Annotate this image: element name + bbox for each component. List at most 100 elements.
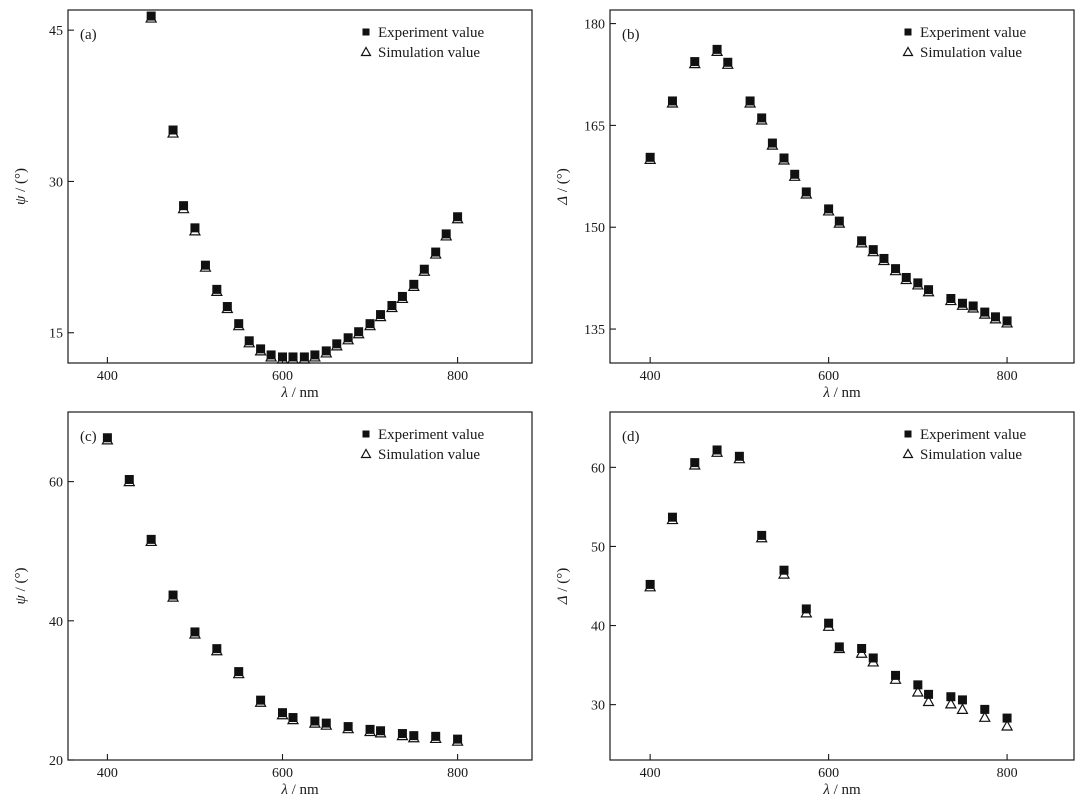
- chart-d-simulation-point: [956, 703, 969, 714]
- chart-b: 400 600 800 135 150 165 180 λ / nm Δ / (°) (b) Exp…: [555, 9, 1075, 401]
- chart-d-experiment-point: [834, 642, 844, 652]
- chart-a-panel-label: (a): [80, 27, 97, 43]
- chart-c-experiment-point: [168, 590, 178, 600]
- chart-b-experiment-point: [801, 187, 811, 197]
- chart-a-experiment-point: [354, 327, 364, 337]
- chart-a-experiment-point: [234, 319, 244, 329]
- chart-b-experiment-point: [767, 138, 777, 148]
- chart-d-simulation-point: [711, 446, 724, 457]
- chart-b-simulation-point: [978, 307, 991, 319]
- chart-b-simulation-point: [867, 245, 880, 257]
- chart-a-simulation-point: [254, 344, 267, 356]
- chart-d-experiment-point: [757, 530, 767, 540]
- chart-d-legend-marker-simulation: [902, 448, 914, 459]
- chart-a-y-axis-unit: / (°): [13, 168, 29, 196]
- chart-b-simulation-point: [911, 278, 924, 290]
- chart-a-experiment-point: [222, 302, 232, 312]
- chart-a-simulation-point: [407, 280, 420, 291]
- chart-c-experiment-point: [365, 724, 375, 734]
- chart-a-experiment-point: [244, 336, 254, 346]
- chart-b-series-experiment: [645, 44, 1012, 326]
- chart-d-x-tick-label: 400: [640, 766, 661, 781]
- chart-a-experiment-point: [310, 350, 320, 360]
- chart-d: 400 600 800 30 40 50 60 λ / nm Δ / (°) (d) Experim…: [555, 411, 1075, 798]
- chart-b-legend-label-experiment: Experiment value: [920, 25, 1027, 41]
- chart-c-series-simulation: [101, 433, 464, 746]
- chart-b-simulation-point: [1001, 316, 1014, 328]
- chart-c-y-tick-label: 40: [49, 615, 63, 630]
- chart-d-x-axis-unit: / nm: [830, 782, 861, 798]
- chart-a-y-axis-variable: ψ: [13, 195, 29, 205]
- chart-c-experiment-point: [409, 731, 419, 741]
- chart-a-y-axis-label: ψ / (°): [13, 168, 29, 205]
- chart-b-simulation-point: [744, 96, 757, 108]
- chart-a-y-tick-label: 15: [49, 327, 63, 342]
- chart-b-simulation-point: [855, 236, 868, 248]
- chart-a-legend-label-simulation: Simulation value: [378, 45, 480, 61]
- chart-d-x-axis-variable: λ: [822, 782, 830, 798]
- chart-b-y-tick-label: 150: [584, 221, 605, 236]
- chart-a-simulation-point: [352, 327, 365, 339]
- chart-d-experiment-point: [824, 618, 834, 628]
- chart-b-simulation-point: [800, 187, 813, 199]
- chart-a-experiment-point: [200, 260, 210, 270]
- chart-b-experiment-point: [667, 96, 677, 106]
- chart-d-panel-label: (d): [622, 429, 640, 445]
- chart-a-experiment-point: [299, 352, 309, 362]
- chart-b-simulation-point: [766, 138, 779, 150]
- chart-b-y-axis-unit: / (°): [555, 168, 571, 196]
- chart-b-experiment-point: [990, 312, 1000, 322]
- chart-b-simulation-point: [889, 264, 902, 276]
- chart-d-legend-label-simulation: Simulation value: [920, 447, 1022, 463]
- chart-c-experiment-point: [431, 731, 441, 741]
- chart-b-simulation-point: [967, 301, 980, 313]
- chart-a-simulation-point: [177, 202, 190, 214]
- chart-a-x-axis-unit: / nm: [288, 385, 319, 401]
- chart-a-experiment-point: [168, 125, 178, 135]
- chart-a-experiment-point: [409, 279, 419, 289]
- chart-d-y-tick-label: 30: [591, 699, 605, 714]
- chart-d-simulation-point: [733, 452, 746, 464]
- chart-d-simulation-point: [755, 531, 768, 543]
- chart-c-experiment-point: [124, 475, 134, 485]
- chart-d-plot-frame: [609, 411, 1075, 761]
- chart-c-simulation-point: [286, 713, 300, 725]
- chart-b-experiment-point: [645, 152, 655, 162]
- chart-c-experiment-point: [453, 734, 463, 744]
- chart-b-experiment-point: [968, 301, 978, 311]
- chart-d-series-experiment: [645, 445, 1012, 723]
- chart-c-x-axis-variable: λ: [280, 782, 288, 798]
- chart-c-experiment-point: [376, 726, 386, 736]
- chart-b-simulation-point: [755, 113, 768, 125]
- chart-c-x-axis-label: λ / nm: [280, 782, 319, 798]
- chart-d-experiment-point: [1002, 713, 1012, 723]
- chart-b-x-axis-unit: / nm: [830, 385, 861, 401]
- chart-a-simulation-point: [330, 339, 343, 351]
- chart-d-simulation-point: [1001, 719, 1014, 731]
- chart-c-experiment-point: [102, 433, 112, 443]
- chart-b-y-tick-label: 135: [584, 323, 605, 338]
- chart-a-experiment-point: [431, 247, 441, 257]
- chart-a-simulation-point: [210, 285, 223, 296]
- chart-d-experiment-point: [980, 704, 990, 714]
- chart-c-x-axis-unit: / nm: [288, 782, 319, 798]
- chart-c-y-axis-variable: ψ: [13, 594, 29, 604]
- chart-b-experiment-point: [980, 307, 990, 317]
- chart-b-y-tick-label: 165: [584, 119, 605, 134]
- chart-d-experiment-point: [957, 695, 967, 705]
- chart-b-experiment-point: [745, 96, 755, 106]
- chart-a-legend-marker-simulation: [360, 46, 372, 57]
- chart-c: 400 600 800 20 40 60 λ / nm ψ / (°) (c) Experimen…: [13, 411, 533, 798]
- chart-b-legend-marker-experiment: [904, 28, 912, 36]
- chart-b-experiment-point: [901, 272, 911, 282]
- chart-a-experiment-point: [212, 284, 222, 294]
- chart-a-experiment-point: [343, 333, 353, 343]
- chart-a-experiment-point: [441, 229, 451, 239]
- chart-c-experiment-point: [397, 729, 407, 739]
- chart-c-x-tick-label: 600: [272, 766, 293, 781]
- chart-b-x-axis-variable: λ: [822, 385, 830, 401]
- chart-a-simulation-point: [298, 352, 311, 364]
- chart-c-y-tick-label: 60: [49, 476, 63, 491]
